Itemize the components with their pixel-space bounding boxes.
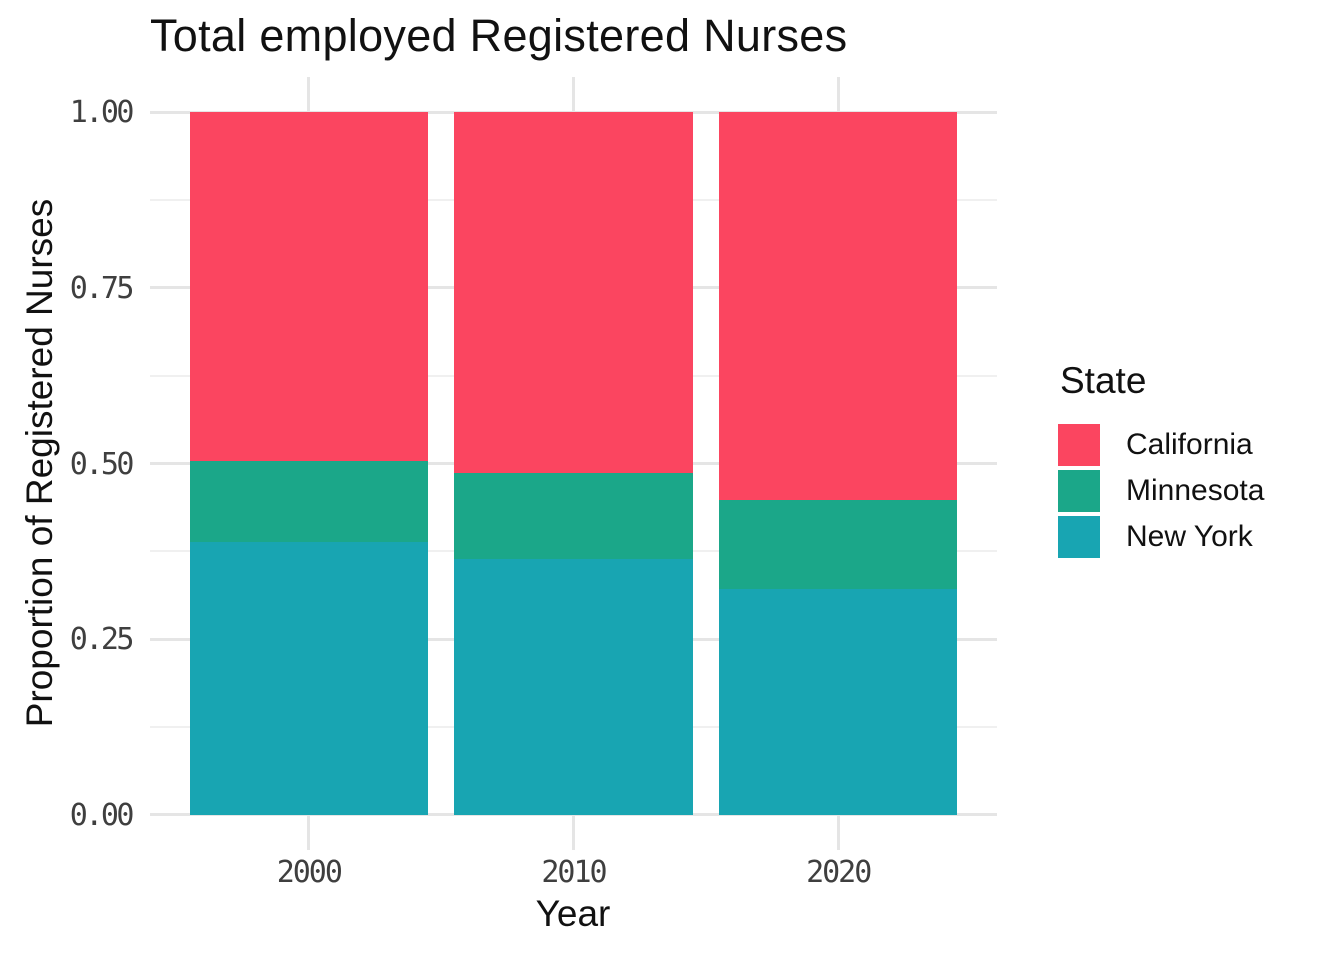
x-axis-title: Year xyxy=(535,893,611,934)
plot-panel xyxy=(150,77,997,850)
bar-segment-california-2010 xyxy=(454,112,693,473)
x-tick-label: 2000 xyxy=(276,855,343,890)
chart-title: Total employed Registered Nurses xyxy=(150,10,848,61)
bar-segment-new-york-2020 xyxy=(719,589,958,815)
legend-item-new-york: New York xyxy=(1058,516,1264,558)
bar-segment-california-2020 xyxy=(719,112,958,501)
bar-segment-new-york-2010 xyxy=(454,559,693,815)
y-tick-label: 0.50 xyxy=(69,446,135,482)
y-tick-label: 0.25 xyxy=(69,622,135,658)
legend-item-california: California xyxy=(1058,424,1264,466)
legend-item-minnesota: Minnesota xyxy=(1058,470,1264,512)
legend-items: California Minnesota New York xyxy=(1058,424,1264,558)
bars-layer xyxy=(150,77,997,850)
major-gridline xyxy=(150,813,997,817)
bar-segment-minnesota-2020 xyxy=(719,500,958,590)
bar-segment-california-2000 xyxy=(189,112,428,462)
legend: State California Minnesota New York xyxy=(1058,360,1264,562)
y-tick-label: 0.75 xyxy=(69,270,135,306)
legend-key-swatch xyxy=(1058,516,1100,558)
x-tick-label: 2020 xyxy=(806,855,872,890)
legend-key-swatch xyxy=(1058,424,1100,466)
bar-segment-minnesota-2000 xyxy=(189,461,428,543)
legend-item-label: New York xyxy=(1126,520,1253,553)
bar-segment-new-york-2000 xyxy=(189,542,428,815)
legend-item-label: California xyxy=(1126,428,1253,461)
x-tick-label: 2010 xyxy=(541,855,607,890)
legend-item-label: Minnesota xyxy=(1126,474,1265,507)
y-tick-label: 1.00 xyxy=(69,95,135,131)
bar-segment-minnesota-2010 xyxy=(454,472,693,560)
legend-title: State xyxy=(1060,360,1147,401)
legend-key-swatch xyxy=(1058,470,1100,512)
y-tick-label: 0.00 xyxy=(69,797,135,833)
